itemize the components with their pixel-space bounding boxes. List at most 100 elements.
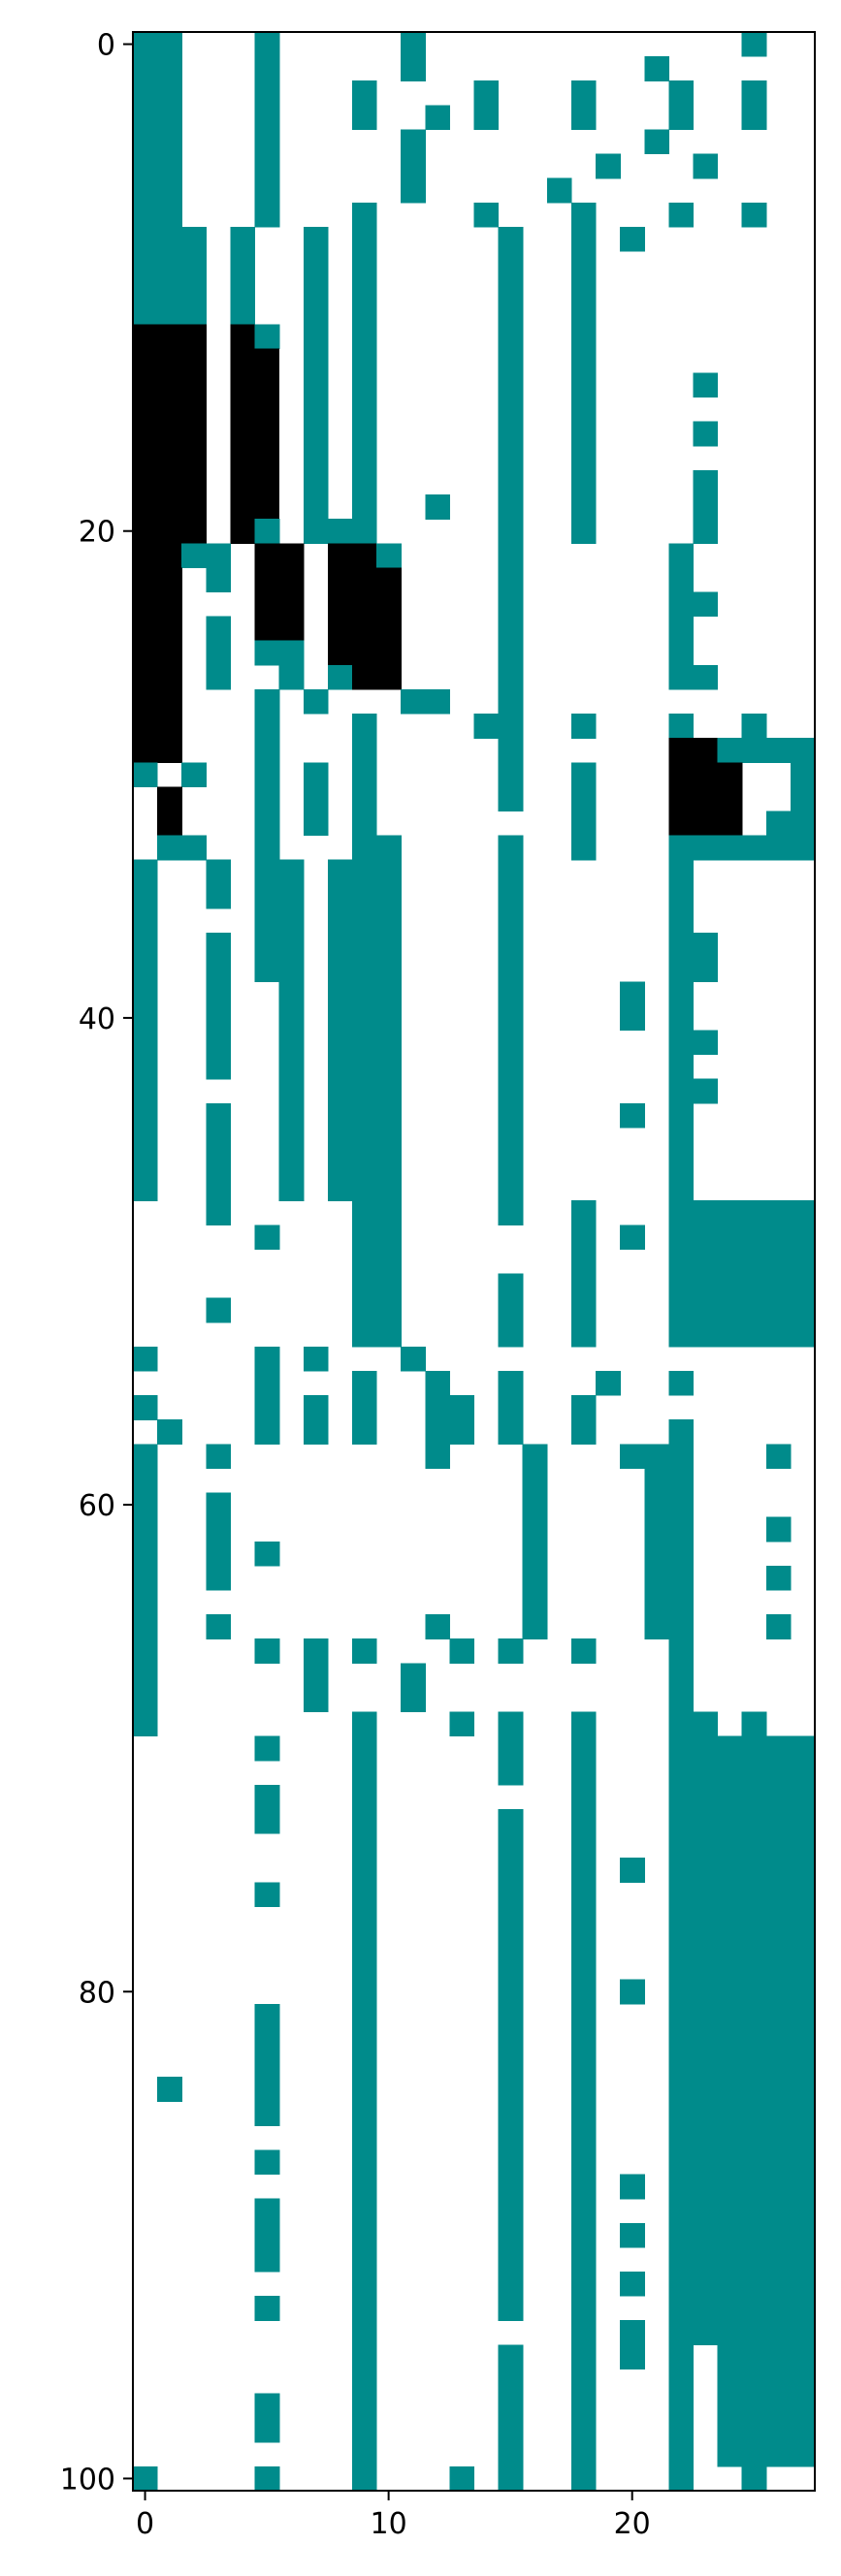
heatmap-cell-run-r28-c14 bbox=[473, 714, 524, 739]
heatmap-cell-run-r87-c15 bbox=[498, 2149, 524, 2176]
heatmap-cell-run-r36-c22 bbox=[668, 907, 695, 934]
heatmap-cell-run-r79-c15 bbox=[498, 1955, 524, 1981]
heatmap-cell-run-r77-c9 bbox=[351, 1906, 377, 1932]
heatmap-cell-run-r81-c15 bbox=[498, 2003, 524, 2029]
heatmap-cell-run-r96-c9 bbox=[351, 2369, 377, 2395]
heatmap-cell-run-r83-c9 bbox=[351, 2052, 377, 2078]
heatmap-cell-run-r21-c0 bbox=[133, 543, 182, 568]
heatmap-cell-run-r82-c9 bbox=[351, 2027, 377, 2053]
heatmap-cell-run-r66-c13 bbox=[449, 1638, 475, 1664]
heatmap-cell-run-r85-c27 bbox=[790, 2101, 816, 2126]
heatmap-cell-run-r47-c15 bbox=[498, 1176, 524, 1201]
heatmap-cell-run-r11-c9 bbox=[351, 300, 377, 325]
heatmap-cell-run-r47-c6 bbox=[278, 1176, 305, 1201]
heatmap-cell-run-r46-c0 bbox=[133, 1152, 158, 1177]
heatmap-cell-run-r20-c5 bbox=[254, 519, 280, 544]
heatmap-cell-run-r93-c18 bbox=[570, 2296, 597, 2321]
heatmap-cell-run-r26-c22 bbox=[668, 664, 719, 690]
heatmap-cell-run-r27-c15 bbox=[498, 688, 524, 715]
heatmap-cell-run-r49-c22 bbox=[668, 1224, 719, 1251]
heatmap-cell-run-r35-c3 bbox=[206, 883, 232, 909]
heatmap-cell-run-r75-c15 bbox=[498, 1858, 524, 1883]
heatmap-cell-run-r67-c7 bbox=[303, 1663, 329, 1689]
heatmap-cell-run-r14-c18 bbox=[570, 372, 597, 398]
heatmap-cell-run-r61-c26 bbox=[765, 1516, 792, 1542]
heatmap-cell-run-r68-c7 bbox=[303, 1687, 329, 1713]
heatmap-cell-run-r71-c15 bbox=[498, 1760, 524, 1786]
heatmap-cell-run-r56-c0 bbox=[133, 1395, 158, 1420]
heatmap-cell-run-r18-c18 bbox=[570, 469, 597, 495]
heatmap-cell-run-r50-c27 bbox=[790, 1249, 816, 1275]
heatmap-cell-run-r82-c27 bbox=[790, 2027, 816, 2053]
heatmap-cell-run-r12-c5 bbox=[254, 324, 280, 350]
heatmap-cell-run-r28-c5 bbox=[254, 714, 280, 739]
heatmap-cell-run-r20-c15 bbox=[498, 519, 524, 544]
heatmap-cell-run-r69-c13 bbox=[449, 1711, 475, 1737]
heatmap-cell-run-r44-c0 bbox=[133, 1102, 158, 1129]
heatmap-cell-run-r93-c23 bbox=[693, 2296, 792, 2321]
y-tick-label: 40 bbox=[79, 1002, 115, 1036]
heatmap-cell-run-r99-c24 bbox=[717, 2441, 743, 2467]
heatmap-cell-run-r16-c0 bbox=[133, 421, 207, 447]
heatmap-cell-run-r19-c0 bbox=[133, 494, 207, 520]
heatmap-cell-run-r23-c8 bbox=[327, 591, 402, 618]
heatmap-cell-run-r56-c7 bbox=[303, 1395, 329, 1420]
heatmap-cell-run-r46-c8 bbox=[327, 1152, 402, 1177]
heatmap-cell-run-r30-c22 bbox=[668, 762, 743, 787]
heatmap-cell-run-r41-c8 bbox=[327, 1030, 402, 1056]
heatmap-cell-run-r69-c9 bbox=[351, 1711, 377, 1737]
heatmap-cell-run-r11-c18 bbox=[570, 300, 597, 325]
heatmap-cell-run-r39-c20 bbox=[620, 981, 645, 1006]
heatmap-cell-run-r38-c15 bbox=[498, 957, 524, 982]
heatmap-cell-run-r62-c0 bbox=[133, 1541, 158, 1567]
heatmap-cell-run-r32-c1 bbox=[157, 811, 182, 837]
heatmap-cell-run-r37-c23 bbox=[693, 933, 719, 958]
heatmap-cell-run-r83-c27 bbox=[790, 2052, 816, 2078]
heatmap-cell-run-r69-c15 bbox=[498, 1711, 524, 1737]
heatmap-cell-run-r2-c25 bbox=[741, 80, 767, 106]
heatmap-cell-run-r38-c8 bbox=[327, 957, 402, 982]
heatmap-cell-run-r37-c3 bbox=[206, 933, 232, 958]
heatmap-cell-run-r83-c5 bbox=[254, 2052, 280, 2078]
heatmap-cell-run-r5-c23 bbox=[693, 153, 719, 179]
heatmap-cell-run-r50-c22 bbox=[668, 1249, 695, 1275]
heatmap-cell-run-r20-c4 bbox=[230, 519, 256, 544]
y-tick-label: 0 bbox=[97, 29, 115, 63]
heatmap-cell-run-r88-c15 bbox=[498, 2174, 524, 2200]
heatmap-cell-run-r50-c9 bbox=[351, 1249, 402, 1275]
heatmap-cell-run-r9-c4 bbox=[230, 250, 256, 276]
heatmap-cell-run-r15-c0 bbox=[133, 397, 207, 423]
heatmap-cell-run-r12-c18 bbox=[570, 324, 597, 350]
heatmap-cell-run-r52-c18 bbox=[570, 1297, 597, 1323]
heatmap-cell-run-r33-c9 bbox=[351, 835, 377, 861]
heatmap-cell-run-r80-c20 bbox=[620, 1979, 645, 2005]
heatmap-cell-run-r40-c6 bbox=[278, 1005, 305, 1032]
heatmap-cell-run-r36-c5 bbox=[254, 907, 305, 934]
heatmap-cell-run-r9-c7 bbox=[303, 250, 329, 276]
heatmap-cell-run-r77-c18 bbox=[570, 1906, 597, 1932]
heatmap-cell-run-r88-c22 bbox=[668, 2174, 792, 2200]
heatmap-cell-run-r32-c18 bbox=[570, 811, 597, 837]
heatmap-cell-run-r6-c17 bbox=[546, 177, 572, 204]
heatmap-cell-run-r91-c22 bbox=[668, 2246, 792, 2273]
heatmap-cell-run-r42-c15 bbox=[498, 1054, 524, 1080]
heatmap-cell-run-r21-c10 bbox=[376, 543, 402, 568]
heatmap-cell-run-r28-c9 bbox=[351, 714, 377, 739]
heatmap-cell-run-r97-c27 bbox=[790, 2393, 816, 2419]
heatmap-cell-run-r3-c25 bbox=[741, 105, 767, 131]
heatmap-cell-run-r64-c16 bbox=[522, 1589, 548, 1615]
heatmap-cell-run-r86-c9 bbox=[351, 2125, 377, 2151]
heatmap-cell-run-r79-c18 bbox=[570, 1955, 597, 1981]
heatmap-cell-run-r62-c5 bbox=[254, 1541, 280, 1567]
heatmap-cell-run-r27-c7 bbox=[303, 688, 329, 715]
heatmap-cell-run-r66-c22 bbox=[668, 1638, 695, 1664]
heatmap-cell-run-r48-c22 bbox=[668, 1200, 767, 1225]
heatmap-cell-run-r97-c22 bbox=[668, 2393, 695, 2419]
heatmap-cell-run-r71-c22 bbox=[668, 1760, 792, 1786]
heatmap-cell-run-r68-c22 bbox=[668, 1687, 695, 1713]
heatmap-cell-run-r14-c15 bbox=[498, 372, 524, 398]
heatmap-cell-run-r89-c15 bbox=[498, 2198, 524, 2224]
heatmap-cell-run-r33-c22 bbox=[668, 835, 695, 861]
heatmap-cell-run-r33-c5 bbox=[254, 835, 280, 861]
heatmap-cell-run-r91-c27 bbox=[790, 2246, 816, 2273]
